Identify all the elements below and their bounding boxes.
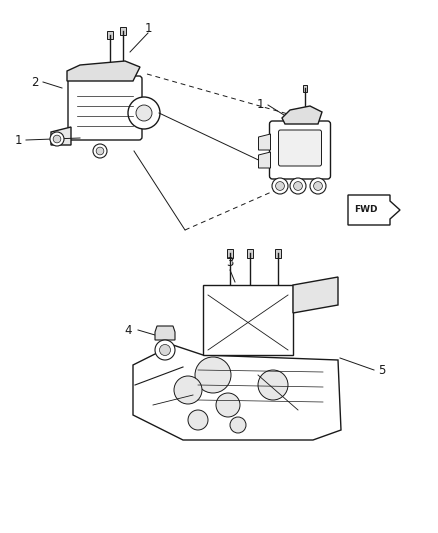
Circle shape bbox=[276, 182, 284, 190]
Circle shape bbox=[290, 178, 306, 194]
Circle shape bbox=[188, 410, 208, 430]
Circle shape bbox=[159, 344, 170, 356]
Text: 5: 5 bbox=[378, 364, 386, 376]
Circle shape bbox=[293, 182, 302, 190]
Polygon shape bbox=[120, 27, 126, 35]
Polygon shape bbox=[67, 61, 140, 81]
Polygon shape bbox=[247, 248, 253, 257]
FancyBboxPatch shape bbox=[68, 76, 142, 140]
Polygon shape bbox=[348, 195, 400, 225]
Polygon shape bbox=[258, 152, 271, 168]
Circle shape bbox=[53, 135, 61, 143]
Polygon shape bbox=[227, 248, 233, 257]
Polygon shape bbox=[51, 127, 71, 145]
FancyBboxPatch shape bbox=[279, 130, 321, 166]
Circle shape bbox=[174, 376, 202, 404]
Circle shape bbox=[136, 105, 152, 121]
Polygon shape bbox=[293, 277, 338, 313]
Polygon shape bbox=[133, 345, 341, 440]
Text: 1: 1 bbox=[256, 99, 264, 111]
Text: 3: 3 bbox=[226, 256, 234, 270]
Polygon shape bbox=[107, 31, 113, 39]
Circle shape bbox=[155, 340, 175, 360]
Circle shape bbox=[195, 357, 231, 393]
Circle shape bbox=[230, 417, 246, 433]
Circle shape bbox=[314, 182, 322, 190]
Circle shape bbox=[96, 147, 104, 155]
Polygon shape bbox=[282, 106, 322, 124]
FancyBboxPatch shape bbox=[203, 285, 293, 355]
Circle shape bbox=[128, 97, 160, 129]
Circle shape bbox=[310, 178, 326, 194]
Polygon shape bbox=[258, 134, 271, 150]
Text: 1: 1 bbox=[14, 133, 22, 147]
Polygon shape bbox=[303, 85, 307, 92]
Circle shape bbox=[272, 178, 288, 194]
Text: 1: 1 bbox=[144, 21, 152, 35]
Circle shape bbox=[216, 393, 240, 417]
Circle shape bbox=[258, 370, 288, 400]
Text: FWD: FWD bbox=[354, 206, 378, 214]
Text: 4: 4 bbox=[124, 324, 132, 336]
Polygon shape bbox=[155, 326, 175, 340]
Text: 2: 2 bbox=[31, 76, 39, 88]
Polygon shape bbox=[275, 248, 281, 257]
FancyBboxPatch shape bbox=[269, 121, 331, 179]
Circle shape bbox=[93, 144, 107, 158]
Circle shape bbox=[50, 132, 64, 146]
